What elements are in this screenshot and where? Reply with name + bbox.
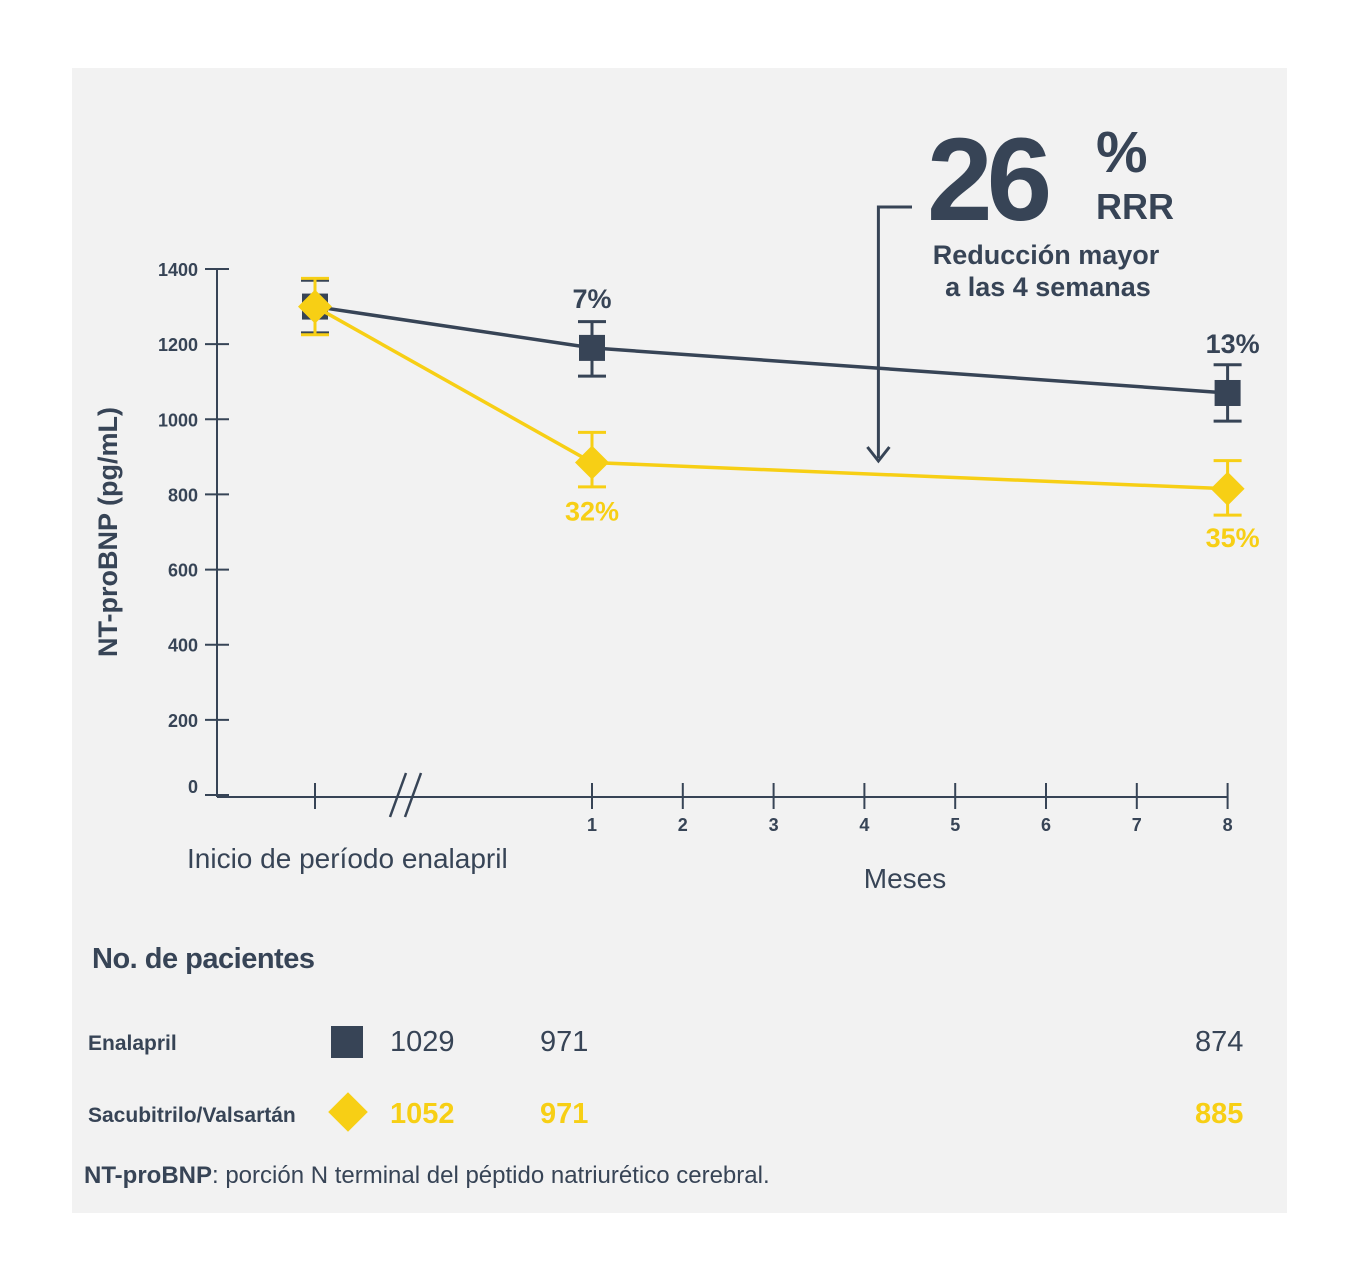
y-tick-label: 600 bbox=[168, 561, 198, 581]
annotation-arrow-line bbox=[876, 205, 912, 458]
sacubitrilo-count-month1: 971 bbox=[540, 1098, 589, 1130]
y-tick-label: 1000 bbox=[158, 410, 198, 430]
y-tick-label: 400 bbox=[168, 636, 198, 656]
enalapril-count-start: 1029 bbox=[390, 1026, 455, 1058]
annotation-line-2: a las 4 semanas bbox=[945, 272, 1151, 302]
x-tick-label: 6 bbox=[1041, 815, 1051, 835]
sacubitrilo-line bbox=[314, 305, 1228, 491]
diamond-marker-icon bbox=[328, 1092, 368, 1132]
enalapril-count-month8: 874 bbox=[1195, 1026, 1244, 1058]
sacubitrilo-point bbox=[298, 289, 332, 324]
sacubitrilo-point bbox=[1210, 471, 1245, 506]
x-tick-label: 2 bbox=[678, 815, 688, 835]
row-label-enalapril: Enalapril bbox=[88, 1032, 177, 1055]
enalapril-reduction-label: 7% bbox=[572, 284, 611, 314]
x-start-label: Inicio de período enalapril bbox=[187, 843, 508, 874]
square-marker-icon bbox=[331, 1026, 363, 1058]
sacubitrilo-reduction-label: 35% bbox=[1206, 523, 1260, 553]
annotation-line-1: Reducción mayor bbox=[933, 240, 1160, 270]
footnote: NT-proBNP: porción N terminal del péptid… bbox=[84, 1162, 770, 1190]
x-tick-label: 7 bbox=[1132, 815, 1142, 835]
x-tick-label: 8 bbox=[1223, 815, 1233, 835]
table-title: No. de pacientes bbox=[92, 943, 315, 975]
enalapril-reduction-label: 13% bbox=[1206, 329, 1260, 359]
enalapril-line bbox=[314, 304, 1228, 395]
footnote-term: NT-proBNP bbox=[84, 1162, 212, 1189]
row-label-sacubitrilo: Sacubitrilo/Valsartán bbox=[88, 1104, 296, 1127]
annotation-big-number: 26 bbox=[927, 114, 1049, 246]
enalapril-count-month1: 971 bbox=[540, 1026, 589, 1058]
y-tick-label: 1400 bbox=[158, 260, 198, 280]
y-axis-label: NT-proBNP (pg/mL) bbox=[93, 407, 123, 657]
footnote-text: : porción N terminal del péptido natriur… bbox=[212, 1162, 770, 1189]
y-tick-label: 1200 bbox=[158, 335, 198, 355]
x-tick-label: 5 bbox=[950, 815, 960, 835]
y-tick-label: 200 bbox=[168, 711, 198, 731]
axis-break-mark bbox=[403, 772, 423, 818]
annotation-rrr: RRR bbox=[1096, 186, 1174, 227]
y-tick-label: 800 bbox=[168, 485, 198, 505]
annotation-arrowhead bbox=[866, 446, 891, 464]
x-tick-label: 4 bbox=[859, 815, 869, 835]
sacubitrilo-reduction-label: 32% bbox=[565, 496, 619, 526]
annotation-percent: % bbox=[1096, 120, 1148, 185]
axis-break-mark bbox=[388, 772, 408, 818]
sacubitrilo-count-month8: 885 bbox=[1195, 1098, 1244, 1130]
nt-probnp-chart: 0 200 400 600 800 1000 1200 1400 NT-proBNP (pg/m… bbox=[93, 114, 1260, 894]
y-tick-label: 0 bbox=[188, 777, 198, 797]
sacubitrilo-point bbox=[575, 445, 609, 480]
x-tick-label: 3 bbox=[769, 815, 779, 835]
sacubitrilo-count-start: 1052 bbox=[390, 1098, 455, 1130]
x-tick-label: 1 bbox=[587, 815, 597, 835]
chart-panel: 0 200 400 600 800 1000 1200 1400 NT-proBNP (pg/m… bbox=[72, 68, 1287, 1213]
x-axis-label: Meses bbox=[864, 863, 946, 894]
enalapril-point bbox=[1214, 379, 1241, 406]
enalapril-point bbox=[579, 334, 605, 361]
